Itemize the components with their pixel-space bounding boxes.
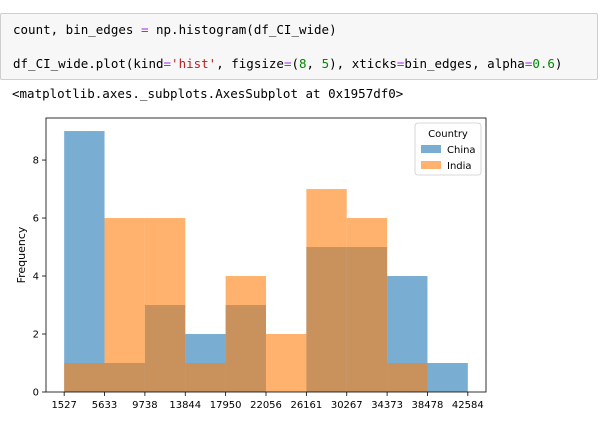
legend-label-india: India [447, 161, 472, 172]
bar-india-bin-2 [104, 218, 145, 392]
bar-india-bin-9 [387, 363, 428, 392]
x-tick-label: 42584 [452, 400, 484, 411]
y-tick-label: 8 [33, 156, 39, 167]
x-axis-ticks: 1527 5633 9738 13844 17950 22056 26161 30267 343… [51, 392, 484, 411]
x-tick-label: 5633 [92, 400, 117, 411]
legend-swatch-india [421, 161, 441, 169]
x-tick-label: 38478 [412, 400, 444, 411]
legend-title: Country [428, 129, 468, 140]
x-tick-label: 9738 [132, 400, 157, 411]
bar-india-bin-3 [144, 218, 186, 392]
x-tick-label: 22056 [250, 400, 282, 411]
bar-china-bin-1 [64, 131, 105, 393]
bar-india-bin-7 [306, 189, 347, 392]
x-tick-label: 30267 [331, 400, 363, 411]
y-tick-label: 0 [33, 388, 39, 399]
y-axis-ticks: 0 2 4 6 8 [33, 156, 46, 399]
cell-output-text: <matplotlib.axes._subplots.AxesSubplot a… [12, 86, 404, 101]
y-tick-label: 4 [33, 272, 39, 283]
y-axis-label: Frequency [15, 226, 28, 283]
x-tick-label: 13844 [169, 400, 201, 411]
bar-india-bin-1 [64, 363, 105, 392]
code-line-2: df_CI_wide.plot(kind='hist', figsize=(8,… [13, 56, 563, 71]
y-tick-label: 2 [33, 330, 39, 341]
bar-india-bin-4 [185, 363, 226, 392]
legend-swatch-china [421, 145, 441, 153]
bar-india-bin-8 [346, 218, 388, 392]
x-tick-label: 1527 [51, 400, 76, 411]
bar-china-bin-10 [427, 363, 468, 392]
legend-label-china: China [447, 145, 476, 156]
x-tick-label: 26161 [290, 400, 322, 411]
y-tick-label: 6 [33, 214, 39, 225]
bars-group [64, 131, 468, 393]
x-tick-label: 17950 [210, 400, 242, 411]
bar-india-bin-6 [266, 334, 307, 392]
bar-india-bin-5 [225, 276, 267, 392]
x-tick-label: 34373 [371, 400, 403, 411]
legend: Country China India [414, 122, 482, 176]
code-line-1: count, bin_edges = np.histogram(df_CI_wi… [13, 22, 337, 37]
code-cell[interactable]: count, bin_edges = np.histogram(df_CI_wi… [0, 13, 598, 80]
